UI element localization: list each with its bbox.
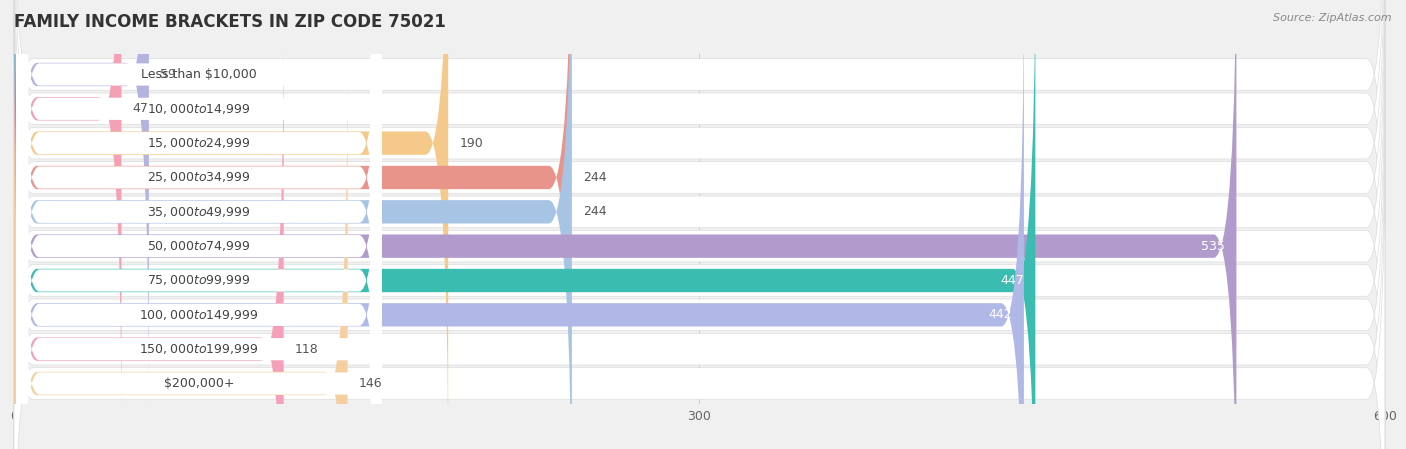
FancyBboxPatch shape: [17, 0, 382, 441]
Text: FAMILY INCOME BRACKETS IN ZIP CODE 75021: FAMILY INCOME BRACKETS IN ZIP CODE 75021: [14, 13, 446, 31]
Text: $25,000 to $34,999: $25,000 to $34,999: [148, 171, 250, 185]
FancyBboxPatch shape: [14, 18, 284, 449]
Text: 244: 244: [583, 205, 606, 218]
FancyBboxPatch shape: [14, 0, 449, 449]
FancyBboxPatch shape: [17, 51, 382, 449]
Text: 59: 59: [160, 68, 176, 81]
FancyBboxPatch shape: [14, 0, 121, 440]
Text: 244: 244: [583, 171, 606, 184]
Text: $200,000+: $200,000+: [165, 377, 235, 390]
FancyBboxPatch shape: [14, 90, 1385, 449]
Text: $10,000 to $14,999: $10,000 to $14,999: [148, 102, 250, 116]
Text: 47: 47: [134, 102, 149, 115]
Text: Source: ZipAtlas.com: Source: ZipAtlas.com: [1274, 13, 1392, 23]
FancyBboxPatch shape: [14, 0, 1385, 436]
FancyBboxPatch shape: [17, 0, 382, 449]
Text: $100,000 to $149,999: $100,000 to $149,999: [139, 308, 259, 322]
Text: Less than $10,000: Less than $10,000: [141, 68, 257, 81]
FancyBboxPatch shape: [17, 0, 382, 449]
Text: $75,000 to $99,999: $75,000 to $99,999: [148, 273, 250, 287]
FancyBboxPatch shape: [14, 0, 1385, 449]
FancyBboxPatch shape: [17, 0, 382, 407]
FancyBboxPatch shape: [14, 125, 1385, 449]
FancyBboxPatch shape: [14, 0, 1236, 449]
Text: 535: 535: [1201, 240, 1225, 253]
Text: $150,000 to $199,999: $150,000 to $199,999: [139, 342, 259, 356]
Text: 442: 442: [988, 308, 1012, 321]
FancyBboxPatch shape: [17, 17, 382, 449]
FancyBboxPatch shape: [14, 0, 1385, 368]
Text: 447: 447: [1000, 274, 1024, 287]
FancyBboxPatch shape: [14, 0, 1385, 402]
Text: 146: 146: [359, 377, 382, 390]
FancyBboxPatch shape: [14, 0, 1385, 449]
FancyBboxPatch shape: [17, 0, 382, 449]
FancyBboxPatch shape: [14, 0, 1024, 449]
Text: $35,000 to $49,999: $35,000 to $49,999: [148, 205, 250, 219]
Text: $15,000 to $24,999: $15,000 to $24,999: [148, 136, 250, 150]
FancyBboxPatch shape: [14, 56, 1385, 449]
FancyBboxPatch shape: [14, 0, 1035, 449]
Text: $50,000 to $74,999: $50,000 to $74,999: [148, 239, 250, 253]
FancyBboxPatch shape: [17, 0, 382, 449]
FancyBboxPatch shape: [14, 52, 347, 449]
FancyBboxPatch shape: [14, 0, 571, 449]
FancyBboxPatch shape: [14, 0, 1385, 333]
FancyBboxPatch shape: [17, 0, 382, 449]
FancyBboxPatch shape: [14, 0, 149, 406]
FancyBboxPatch shape: [17, 0, 382, 449]
FancyBboxPatch shape: [14, 0, 571, 449]
Text: 190: 190: [460, 136, 484, 150]
Text: 118: 118: [295, 343, 319, 356]
FancyBboxPatch shape: [14, 22, 1385, 449]
